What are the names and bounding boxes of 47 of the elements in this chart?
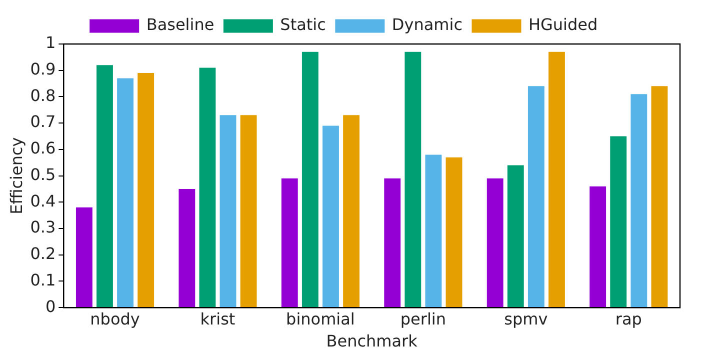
- bar: [590, 186, 606, 308]
- bar: [220, 115, 236, 308]
- bar: [651, 86, 668, 308]
- legend-label: Baseline: [146, 15, 214, 34]
- x-axis-title: Benchmark: [326, 332, 418, 351]
- y-axis-title: Efficiency: [6, 137, 26, 214]
- bar: [548, 52, 565, 308]
- bar: [610, 136, 627, 308]
- bar: [425, 154, 442, 308]
- y-tick-label: 1: [45, 33, 56, 52]
- y-tick-label: 0.6: [30, 138, 56, 158]
- bar: [446, 157, 462, 308]
- bar: [117, 78, 134, 308]
- x-tick-label: perlin: [400, 309, 446, 328]
- x-tick-label: krist: [200, 309, 236, 328]
- bar: [281, 178, 298, 308]
- bar: [486, 178, 504, 308]
- x-tick-label: nbody: [90, 309, 140, 328]
- bar: [76, 207, 92, 308]
- bar: [507, 165, 524, 308]
- x-tick-label: spmv: [504, 309, 548, 328]
- legend-label: HGuided: [528, 15, 598, 34]
- bar: [96, 65, 113, 308]
- y-tick-label: 0.9: [30, 60, 56, 79]
- x-tick-label: rap: [615, 309, 642, 328]
- bar: [322, 126, 339, 308]
- x-tick-label: binomial: [286, 309, 355, 328]
- y-tick-label: 0.7: [30, 112, 56, 132]
- legend-label: Dynamic: [392, 15, 462, 34]
- bar: [404, 52, 422, 308]
- legend-label: Static: [280, 15, 326, 34]
- y-tick-label: 0.3: [30, 218, 56, 237]
- y-tick-label: 0: [45, 296, 56, 316]
- bar: [528, 86, 544, 308]
- bar: [302, 52, 318, 308]
- bar: [343, 115, 360, 308]
- y-tick-label: 0.4: [30, 191, 56, 210]
- y-tick-label: 0.5: [30, 164, 56, 184]
- bar: [240, 115, 257, 308]
- bar: [199, 68, 216, 308]
- bar: [178, 188, 196, 308]
- bar: [138, 72, 154, 308]
- y-tick-label: 0.1: [30, 270, 56, 290]
- bar: [384, 178, 401, 308]
- bar: [630, 94, 648, 308]
- y-tick-label: 0.8: [30, 86, 56, 105]
- y-tick-label: 0.2: [30, 244, 56, 264]
